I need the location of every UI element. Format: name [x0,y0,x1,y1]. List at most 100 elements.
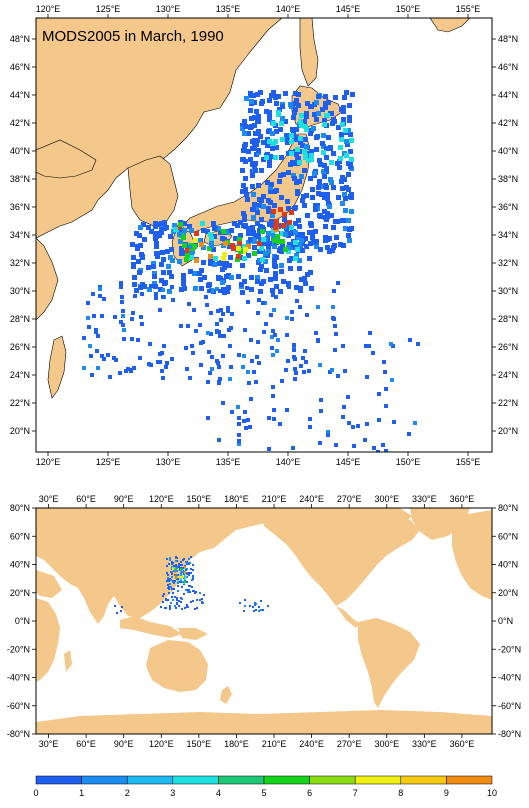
regional-obs-point [274,129,279,134]
global-lat-label-right: 80°N [498,503,518,513]
regional-obs-point [274,295,278,299]
global-obs-point [185,561,187,563]
regional-obs-point [280,231,285,236]
arabia-land [36,570,62,598]
colorbar-segment [81,775,128,785]
regional-obs-point [122,337,126,341]
global-lat-label-right: -20°N [498,644,521,654]
regional-obs-point [305,313,309,317]
regional-obs-point [261,194,266,199]
regional-obs-point [210,257,215,262]
regional-lat-label-right: 36°N [498,202,518,212]
regional-obs-point [326,433,330,437]
colorbar-segment [172,775,219,785]
regional-obs-point [365,375,369,379]
regional-obs-point [334,332,338,336]
global-map: 30°E 30°E 60°E 60°E 90°E 90°E 120°E 120°E 150°E 1… [7,494,521,749]
sakhalin-land [299,18,319,87]
regional-obs-point [323,105,328,110]
global-obs-point [167,584,169,586]
regional-obs-point [297,179,302,184]
regional-obs-point [242,131,247,136]
regional-obs-point [271,394,275,398]
regional-obs-point [313,229,318,234]
regional-obs-point [138,356,142,360]
regional-obs-point [346,218,351,223]
global-lat-label-left: 40°N [10,560,30,570]
regional-obs-point [182,228,187,233]
regional-obs-point [252,123,257,128]
regional-obs-point [217,438,221,442]
global-obs-point [187,591,189,593]
regional-obs-point [287,220,292,225]
regional-obs-point [240,123,245,128]
regional-obs-point [272,408,276,412]
regional-obs-point [294,137,299,142]
regional-obs-point [226,306,230,310]
regional-obs-point [154,241,159,246]
regional-obs-point [308,131,313,136]
regional-obs-point [289,256,294,261]
regional-obs-point [327,204,332,209]
colorbar-label: 4 [216,788,221,798]
regional-obs-point [299,277,304,282]
regional-obs-point [147,287,152,292]
regional-obs-point [248,237,253,242]
regional-obs-point [272,258,277,263]
regional-obs-point [240,168,245,173]
regional-obs-point [148,342,152,346]
global-obs-point [177,580,179,582]
regional-obs-point [368,331,372,335]
regional-obs-point [342,177,347,182]
global-lon-label-bottom: 150°E [187,739,212,749]
regional-obs-point [248,108,253,113]
regional-obs-point [271,121,276,126]
regional-obs-point [237,237,242,242]
regional-obs-point [228,377,232,381]
global-obs-point [180,568,182,570]
regional-obs-point [343,226,348,231]
regional-obs-point [248,91,253,96]
regional-obs-point [283,247,288,252]
regional-obs-point [231,246,236,251]
regional-obs-point [341,109,346,114]
regional-obs-point [272,189,277,194]
regional-obs-point [310,235,315,240]
regional-obs-point [254,380,258,384]
regional-obs-point [318,162,323,167]
global-obs-point [190,572,192,574]
indonesia-land [120,616,182,638]
regional-lat-label-right: 38°N [498,174,518,184]
regional-obs-point [347,421,351,425]
regional-obs-point [376,450,380,452]
regional-obs-point [286,359,290,363]
regional-obs-point [256,183,261,188]
regional-obs-point [126,367,130,371]
regional-obs-point [383,370,387,374]
regional-obs-point [225,287,229,291]
regional-obs-point [303,281,308,286]
global-lon-label-bottom: 30°E [39,739,59,749]
regional-obs-point [308,221,313,226]
regional-obs-point [303,153,308,158]
regional-obs-point [338,156,343,161]
regional-lat-label-right: 20°N [498,426,518,436]
regional-obs-point [152,274,157,279]
regional-obs-point [98,294,102,298]
regional-obs-point [152,271,157,276]
global-obs-point [168,563,170,565]
regional-obs-point [303,349,307,353]
regional-obs-point [184,346,188,350]
regional-obs-point [271,353,275,357]
global-obs-point [182,571,184,573]
regional-obs-point [204,295,208,299]
regional-obs-point [331,245,336,250]
global-obs-point [196,607,198,609]
regional-obs-point [95,349,99,353]
global-obs-point [199,592,201,594]
regional-obs-point [299,238,304,243]
regional-obs-point [297,242,302,247]
regional-obs-point [201,340,205,344]
regional-obs-point [346,233,351,238]
global-obs-point [176,597,178,599]
